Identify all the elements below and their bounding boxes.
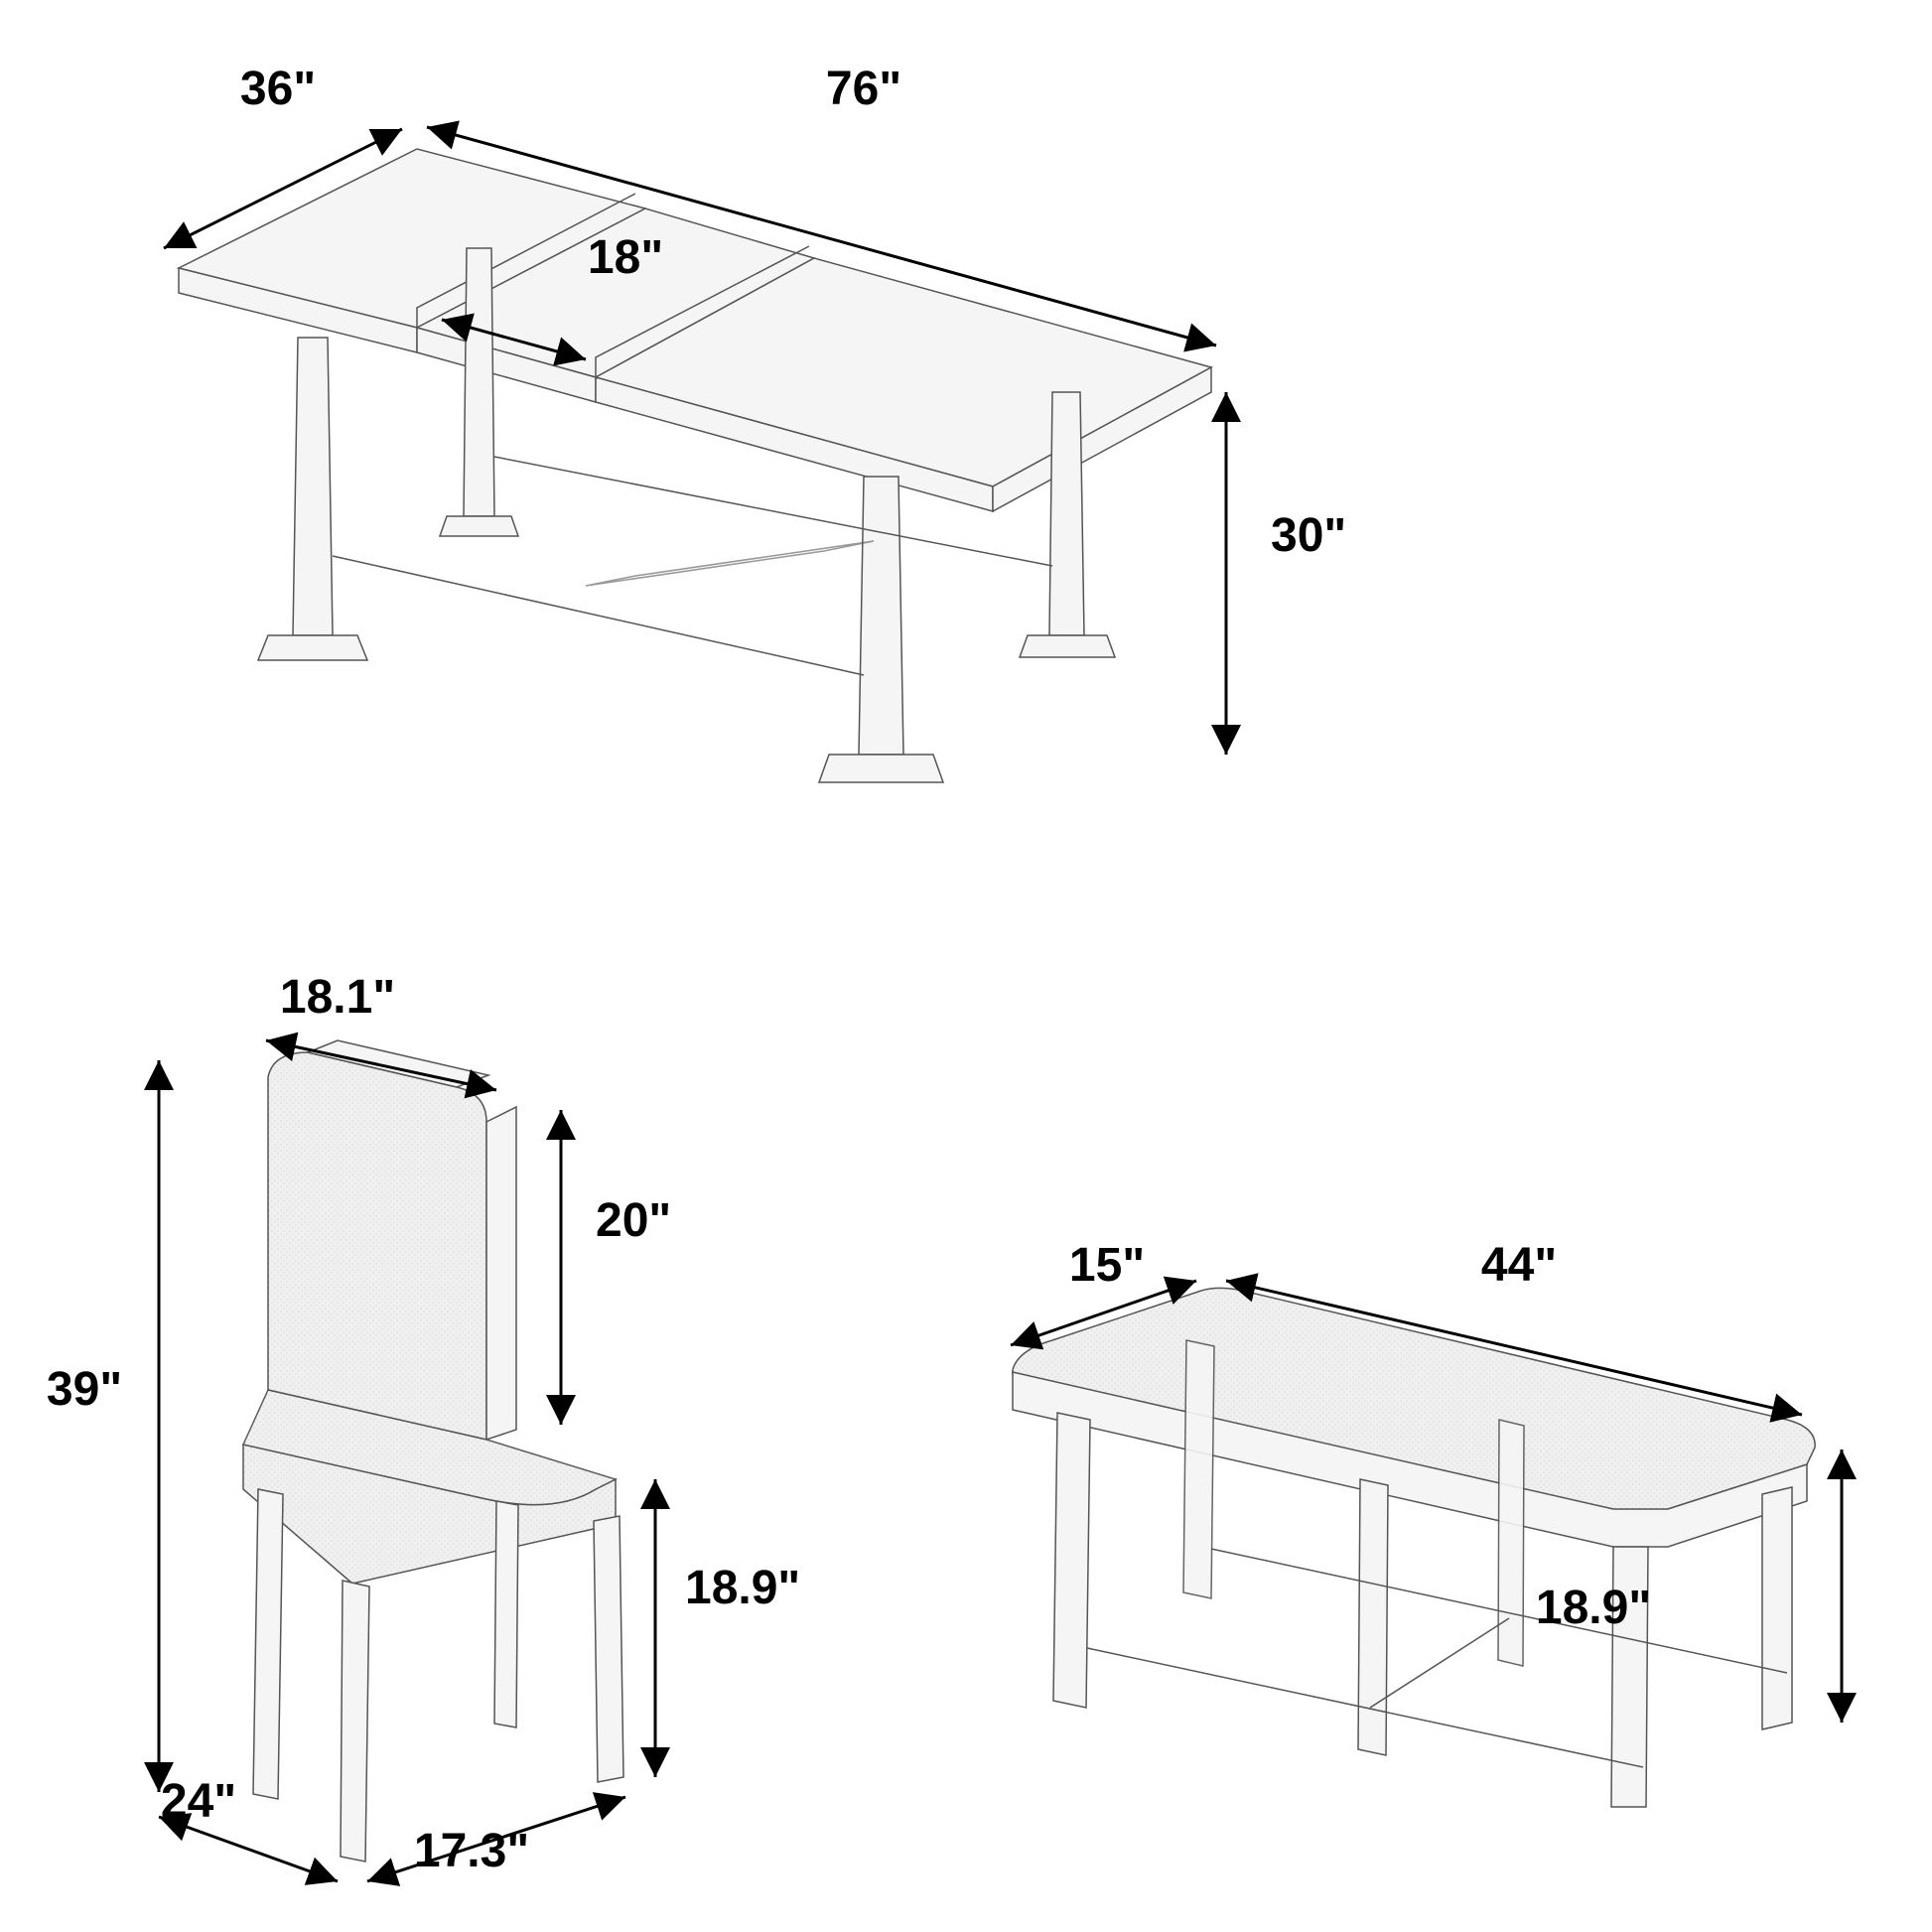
table-height-label: 30" xyxy=(1271,509,1346,562)
bench-drawing: 15" 44" 18.9" xyxy=(1011,1239,1842,1807)
table-depth-label: 36" xyxy=(240,63,316,115)
furniture-dimensions-diagram: 36" 76" 18" 30" 18.1" 20" 39 xyxy=(0,0,1932,1932)
chair-total-height-label: 39" xyxy=(47,1363,122,1416)
bench-height-label: 18.9" xyxy=(1536,1582,1651,1634)
table-leaf-label: 18" xyxy=(588,231,663,284)
bench-depth-label: 15" xyxy=(1069,1239,1145,1292)
bench-length-label: 44" xyxy=(1481,1239,1557,1292)
chair-back-height-label: 20" xyxy=(596,1194,671,1247)
chair-depth-label: 24" xyxy=(161,1775,236,1828)
table-length-label: 76" xyxy=(826,63,901,115)
chair-seat-width-label: 18.1" xyxy=(280,971,395,1024)
chair-drawing: 18.1" 20" 39" 18.9" 24" 17.3" xyxy=(47,971,800,1881)
table-drawing: 36" 76" 18" 30" xyxy=(164,63,1346,782)
chair-seat-height-label: 18.9" xyxy=(685,1562,800,1614)
chair-seat-depth-label: 17.3" xyxy=(414,1825,529,1877)
